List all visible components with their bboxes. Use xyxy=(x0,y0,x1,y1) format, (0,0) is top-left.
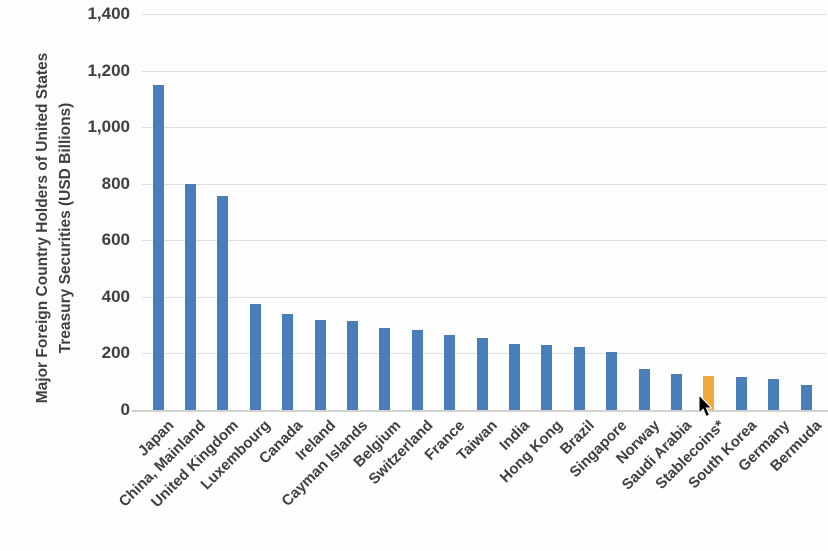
bar-taiwan[interactable] xyxy=(476,338,488,410)
bar-canada[interactable] xyxy=(282,313,294,410)
bar-norway[interactable] xyxy=(638,369,650,410)
gridline xyxy=(142,127,826,129)
y-tick-label: 1,400 xyxy=(87,4,130,23)
bar-stablecoins[interactable] xyxy=(703,375,715,410)
bar-germany[interactable] xyxy=(768,378,780,410)
bar-brazil[interactable] xyxy=(573,346,585,410)
gridline xyxy=(142,183,826,185)
plot-area xyxy=(132,14,828,412)
bar-luxembourg[interactable] xyxy=(249,303,261,410)
bar-france[interactable] xyxy=(444,335,456,410)
bar-belgium[interactable] xyxy=(379,327,391,410)
mouse-cursor-icon xyxy=(698,395,713,418)
y-tick-label: 1,000 xyxy=(87,117,130,137)
bar-ireland[interactable] xyxy=(314,319,326,410)
y-tick-label: 1,200 xyxy=(87,60,130,80)
gridline xyxy=(142,14,826,15)
bar-south-korea[interactable] xyxy=(735,376,747,410)
bar-saudi-arabia[interactable] xyxy=(670,373,682,410)
bar-china-mainland[interactable] xyxy=(184,183,196,410)
bar-switzerland[interactable] xyxy=(411,329,423,410)
bar-singapore[interactable] xyxy=(606,352,618,410)
gridline xyxy=(142,70,826,72)
gridline xyxy=(142,296,826,298)
bar-bermuda[interactable] xyxy=(800,385,812,410)
y-tick-label: 800 xyxy=(101,173,130,193)
bar-cayman-islands[interactable] xyxy=(346,320,358,410)
y-tick-label: 200 xyxy=(101,343,130,363)
y-tick-label: 600 xyxy=(101,230,130,250)
bar-india[interactable] xyxy=(508,343,520,410)
bar-hong-kong[interactable] xyxy=(541,344,553,410)
y-tick-label: 0 xyxy=(120,400,130,419)
x-axis-line xyxy=(132,410,828,412)
gridline xyxy=(142,240,826,242)
bar-japan[interactable] xyxy=(152,84,164,410)
bar-united-kingdom[interactable] xyxy=(217,196,229,410)
y-axis-title-line1: Major Foreign Country Holders of United … xyxy=(33,52,51,404)
y-tick-label: 400 xyxy=(101,286,130,306)
